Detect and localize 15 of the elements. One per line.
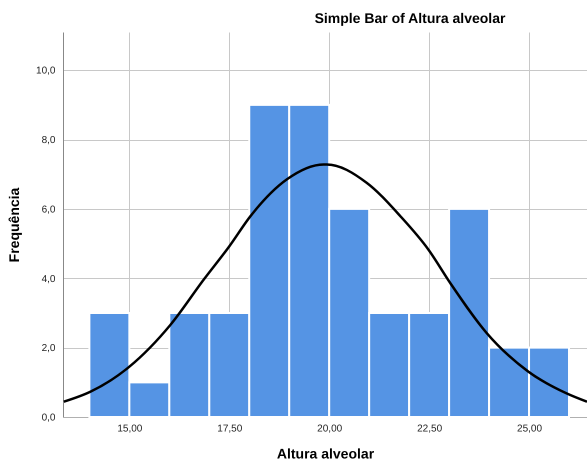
x-tick-label: 25,00 — [517, 424, 542, 434]
y-tick-label: 2,0 — [42, 343, 56, 354]
x-tick-label: 15,00 — [117, 424, 143, 434]
y-axis-title: Frequência — [6, 187, 22, 262]
y-tick-label: 4,0 — [42, 274, 56, 285]
y-tick-label: 0,0 — [42, 412, 56, 424]
y-tick-label: 6,0 — [42, 204, 56, 216]
line-series — [63, 163, 587, 403]
x-axis-title: Altura alveolar — [276, 446, 375, 462]
x-tick-label: 22,50 — [417, 424, 443, 434]
chart-title: Simple Bar of Altura alveolar — [314, 10, 506, 26]
y-tick-label: 8,0 — [42, 135, 56, 146]
x-tick-label: 17,50 — [217, 424, 243, 434]
y-tick-label: 10,0 — [36, 66, 56, 77]
x-tick-label: 20,00 — [317, 424, 343, 434]
